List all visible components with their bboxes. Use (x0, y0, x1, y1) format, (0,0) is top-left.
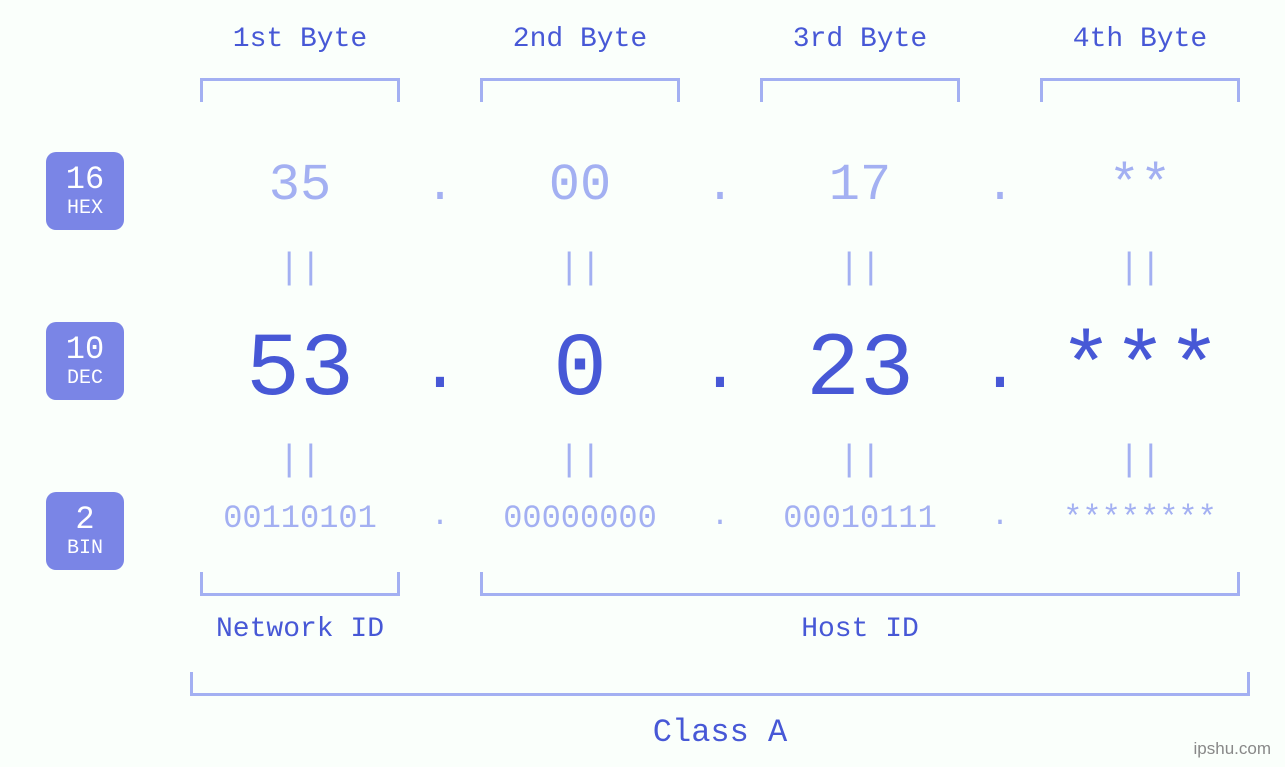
badge-bin: 2 BIN (46, 492, 124, 570)
badge-bin-lbl: BIN (67, 538, 103, 559)
badge-dec-num: 10 (66, 333, 104, 367)
dec-dot-1: . (410, 330, 470, 409)
label-class: Class A (190, 714, 1250, 751)
hex-byte-4: ** (1030, 156, 1250, 215)
label-host-id: Host ID (470, 614, 1250, 645)
byte-label-4: 4th Byte (1030, 24, 1250, 55)
dec-dot-3: . (970, 330, 1030, 409)
hex-dot-3: . (975, 160, 1025, 214)
bin-dot-3: . (980, 500, 1020, 534)
hex-byte-3: 17 (750, 156, 970, 215)
top-bracket-4 (1040, 78, 1240, 102)
bin-byte-1: 00110101 (175, 500, 425, 537)
top-bracket-1 (200, 78, 400, 102)
hex-byte-1: 35 (190, 156, 410, 215)
dec-byte-3: 23 (750, 320, 970, 422)
badge-hex-lbl: HEX (67, 198, 103, 219)
byte-label-1: 1st Byte (190, 24, 410, 55)
bin-byte-3: 00010111 (735, 500, 985, 537)
top-bracket-3 (760, 78, 960, 102)
bracket-class (190, 672, 1250, 696)
bin-byte-4: ******** (1015, 500, 1265, 537)
badge-bin-num: 2 (75, 503, 94, 537)
eq-lower-3: || (750, 440, 970, 481)
eq-upper-1: || (190, 248, 410, 289)
eq-lower-1: || (190, 440, 410, 481)
dec-byte-4: *** (1030, 320, 1250, 422)
dec-dot-2: . (690, 330, 750, 409)
dec-byte-1: 53 (190, 320, 410, 422)
credit-text: ipshu.com (1194, 739, 1271, 759)
label-network-id: Network ID (190, 614, 410, 645)
byte-label-3: 3rd Byte (750, 24, 970, 55)
bin-dot-2: . (700, 500, 740, 534)
byte-label-2: 2nd Byte (470, 24, 690, 55)
dec-byte-2: 0 (470, 320, 690, 422)
eq-upper-3: || (750, 248, 970, 289)
badge-dec-lbl: DEC (67, 368, 103, 389)
hex-dot-1: . (415, 160, 465, 214)
top-bracket-2 (480, 78, 680, 102)
bracket-host-id (480, 572, 1240, 596)
badge-hex-num: 16 (66, 163, 104, 197)
bin-dot-1: . (420, 500, 460, 534)
eq-lower-2: || (470, 440, 690, 481)
badge-dec: 10 DEC (46, 322, 124, 400)
bin-byte-2: 00000000 (455, 500, 705, 537)
badge-hex: 16 HEX (46, 152, 124, 230)
eq-lower-4: || (1030, 440, 1250, 481)
hex-dot-2: . (695, 160, 745, 214)
bracket-network-id (200, 572, 400, 596)
eq-upper-2: || (470, 248, 690, 289)
hex-byte-2: 00 (470, 156, 690, 215)
eq-upper-4: || (1030, 248, 1250, 289)
